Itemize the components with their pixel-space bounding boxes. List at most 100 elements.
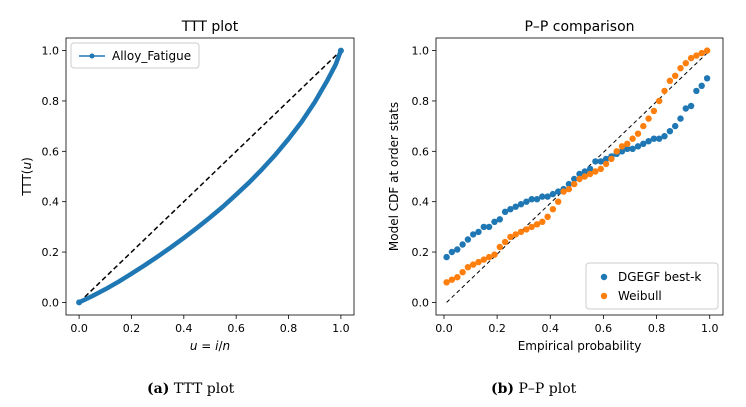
x-tick-label: 0.6 [595,322,613,335]
y-tick-label: 0.6 [412,145,430,158]
legend-marker [89,53,95,59]
scatter-point [677,65,684,72]
scatter-point [640,122,647,130]
scatter-point [533,196,541,203]
scatter-point [698,49,705,57]
legend-label: DGEGF best-k [618,270,701,284]
scatter-point [618,148,626,155]
scatter-point [485,253,493,261]
series-line-alloy-fatigue [76,48,344,305]
x-tick-label: 0.2 [488,322,506,335]
scatter-point [539,218,546,225]
scatter-point [523,226,530,233]
scatter-point [523,198,530,205]
scatter-point [624,140,631,147]
scatter-point [544,193,551,200]
x-tick-label: 0.2 [123,322,141,335]
scatter-point [549,190,557,198]
scatter-point [586,165,594,173]
scatter-point [464,236,472,243]
y-tick-label: 0.4 [412,196,430,209]
scatter-point [613,148,620,155]
scatter-point [560,188,567,195]
scatter-point [448,276,456,283]
legend-frame [585,262,719,310]
legend: DGEGF best-k Weibull [585,262,719,310]
scatter-point [592,158,599,165]
scatter-point [480,256,487,263]
scatter-point [549,206,557,213]
caption-a: (a) TTT plot [147,381,235,397]
scatter-point [693,87,700,95]
scatter-point [565,180,573,188]
scatter-point [576,175,583,183]
scatter-point [581,168,588,175]
axes-frame [65,37,355,316]
y-tick-label: 0.2 [412,246,430,259]
scatter-point [491,251,498,258]
scatter-point [624,145,631,152]
scatter-point [496,216,503,223]
y-axis-label: TTT(u) [20,157,34,197]
y-tick-label: 1.0 [42,45,60,58]
y-tick-label: 0.4 [42,196,60,209]
y-tick-label: 0.0 [42,296,60,309]
scatter-point [571,175,578,183]
scatter-point [576,170,583,178]
scatter-point [459,269,466,276]
panel-ttt: TTT plot 0.0 0.2 0.4 0.6 0.8 1.0 0.0 0.2 0.4 0.6 0.… [20,19,355,353]
scatter-point [517,201,525,208]
scatter-point [491,218,498,225]
x-tick-label: 0.0 [70,322,88,335]
scatter-point [703,75,711,82]
scatter-point [507,206,514,213]
scatter-point [480,223,487,231]
x-tick-label: 0.8 [648,322,666,335]
scatter-point [656,97,663,105]
scatter-point [475,258,482,266]
scatter-point [586,170,594,178]
scatter-point [640,140,647,147]
scatter-point [539,193,546,200]
scatter-point [656,135,663,142]
scatter-point [512,231,519,238]
scatter-point [618,143,626,150]
scatter-point [581,173,588,180]
scatter-point [645,138,652,145]
y-tick-label: 0.2 [42,246,60,259]
plot-area [443,47,711,303]
series-weibull [443,47,711,286]
scatter-point [475,228,482,236]
scatter-point [629,145,636,152]
scatter-point [512,203,519,210]
series-marker [76,299,83,306]
scatter-point [645,115,652,122]
scatter-point [597,158,604,165]
scatter-point [454,274,461,281]
caption-b: (b) P–P plot [491,381,577,397]
x-tick-label: 0.8 [280,322,298,335]
scatter-point [650,107,658,115]
panel-pp: P–P comparison 0.0 0.2 0.4 0.6 0.8 1.0 0.0 0.2 0.… [387,19,724,353]
scatter-point [650,135,658,142]
scatter-point [677,115,684,122]
scatter-point [602,155,610,163]
series-dgegf [443,75,711,261]
scatter-point [597,165,604,173]
y-tick-label: 0.0 [412,296,430,309]
scatter-point [528,223,535,231]
x-axis-label: u = i/n [190,339,230,353]
legend-marker [600,273,608,281]
chart-title: TTT plot [181,19,239,35]
scatter-point [454,246,461,253]
scatter-point [666,77,674,85]
legend-label: Weibull [618,289,662,303]
chart-title: P–P comparison [524,19,634,35]
x-tick-label: 0.6 [227,322,245,335]
scatter-point [629,135,636,142]
scatter-point [501,238,509,246]
scatter-point [602,160,610,168]
scatter-point [703,47,711,54]
y-axis-label: Model CDF at order stats [387,102,401,251]
x-tick-label: 1.0 [332,322,350,335]
